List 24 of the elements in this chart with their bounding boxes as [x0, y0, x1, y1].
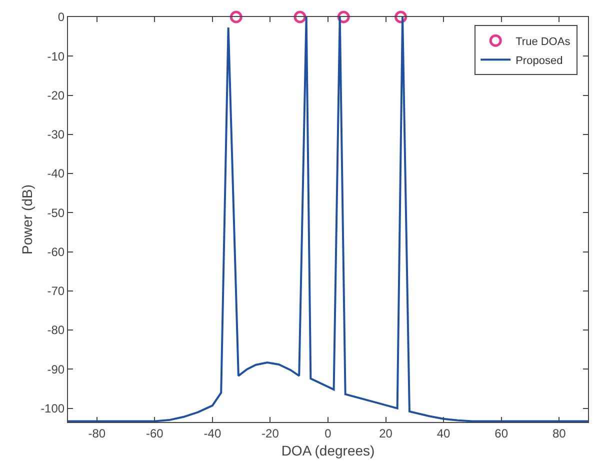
- y-tick-label: -80: [47, 323, 65, 338]
- y-tick-label: -70: [47, 284, 65, 298]
- legend-label: Proposed: [516, 54, 563, 67]
- y-axis-title: Power (dB): [19, 184, 36, 255]
- y-tick-label: -100: [40, 402, 65, 416]
- y-tick-label: -60: [47, 244, 65, 259]
- x-tick-label: 40: [436, 426, 451, 440]
- y-tick-label: -10: [47, 49, 65, 64]
- x-axis-title: DOA (degrees): [281, 442, 375, 459]
- y-tick-label: -40: [47, 166, 65, 181]
- x-tick-label: -20: [262, 426, 280, 440]
- x-tick-label: 0: [324, 426, 332, 440]
- x-tick-label: -60: [146, 426, 164, 440]
- x-tick-label: 80: [552, 426, 566, 440]
- y-tick-label: -90: [47, 362, 65, 376]
- x-tick-label: 60: [494, 426, 508, 440]
- y-tick-label: -50: [47, 206, 65, 220]
- y-tick-label: 0: [58, 10, 65, 24]
- legend-label: True DOAs: [516, 36, 571, 48]
- x-tick-label: -40: [204, 426, 222, 440]
- y-tick-label: -20: [47, 88, 65, 102]
- x-tick-label: -80: [88, 426, 106, 440]
- y-tick-label: -30: [47, 128, 65, 142]
- x-tick-label: 20: [379, 426, 393, 440]
